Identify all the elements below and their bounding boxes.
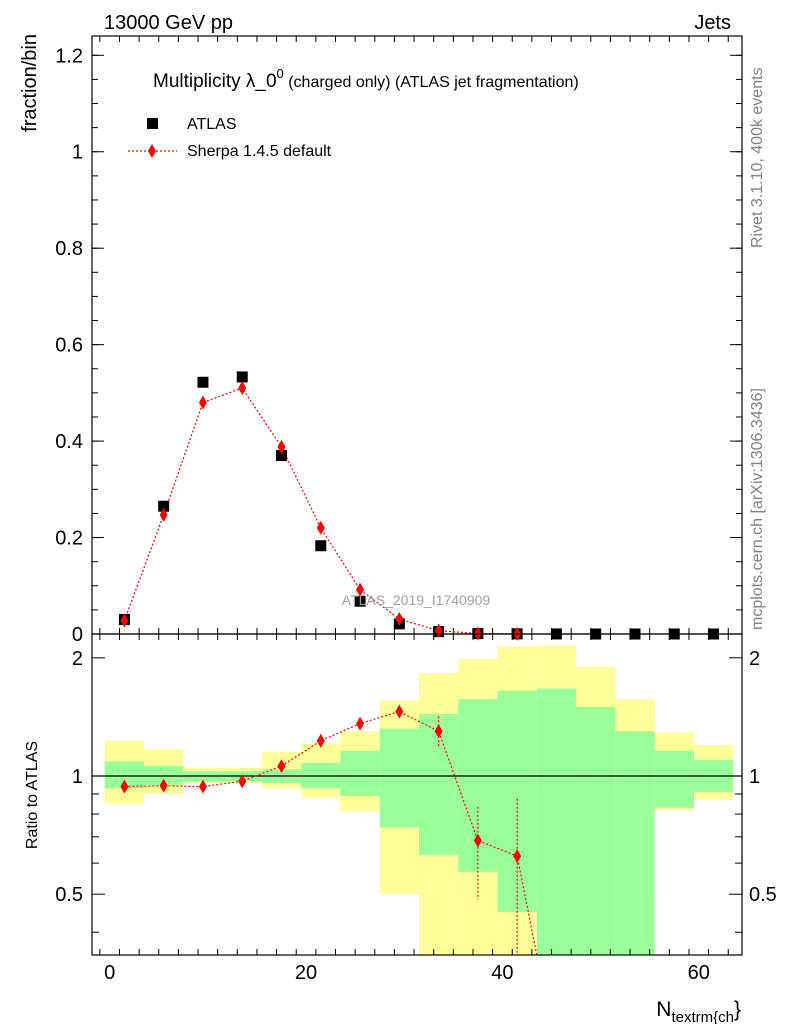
- header-process-label: Jets: [694, 12, 731, 34]
- stat-uncertainty-band: [340, 750, 380, 796]
- sherpa-point: [356, 582, 365, 597]
- sherpa-point: [277, 439, 286, 454]
- ratio-y-tick-label-right: 1: [749, 766, 760, 788]
- legend-sherpa-label: Sherpa 1.4.5 default: [187, 143, 332, 160]
- main-plot-title: Multiplicity λ_00 (charged only) (ATLAS …: [153, 66, 579, 92]
- main-y-tick-label: 0: [72, 624, 83, 646]
- main-y-tick-label: 1.2: [55, 45, 83, 67]
- atlas-point: [197, 376, 209, 388]
- ratio-y-axis-label: Ratio to ATLAS: [24, 741, 41, 849]
- sherpa-ratio-point: [316, 733, 325, 748]
- x-label-main: N: [656, 998, 671, 1021]
- sherpa-line: [123, 387, 518, 635]
- main-y-axis-label: fraction/bin: [19, 34, 41, 132]
- x-tick-label: 20: [295, 962, 317, 984]
- main-plot-panel: fraction/bin 0 0.2 0.4 0.6 0.8 1 1.2 ATLAS_201…: [19, 34, 742, 646]
- x-label-subscript: textrm{ch: [671, 1009, 734, 1024]
- sherpa-ratio-point: [356, 716, 365, 731]
- main-y-tick-label: 0.2: [55, 528, 83, 550]
- x-tick-label: 40: [491, 962, 513, 984]
- main-y-ticks: 0 0.2 0.4 0.6 0.8 1 1.2: [55, 45, 742, 646]
- atlas-point: [158, 500, 170, 512]
- title-superscript: 0: [277, 66, 284, 81]
- stat-uncertainty-band: [379, 728, 419, 828]
- atlas-point: [236, 371, 248, 383]
- atlas-point: [276, 450, 288, 462]
- legend-atlas-marker: [147, 118, 158, 129]
- sherpa-ratio-point: [198, 779, 207, 794]
- stat-uncertainty-band: [576, 706, 616, 955]
- sherpa-point: [120, 613, 129, 628]
- sherpa-ratio-point: [159, 778, 168, 793]
- sherpa-point: [198, 395, 207, 410]
- ratio-y-tick-label: 2: [72, 648, 83, 670]
- stat-uncertainty-band: [536, 688, 577, 955]
- legend-atlas-label: ATLAS: [187, 116, 237, 133]
- sherpa-point: [316, 520, 325, 535]
- ratio-plot-panel: 0.5 0.5 1 1 2 2 0 20 40 60 Ratio to ATLAS Ntextr…: [24, 634, 777, 1024]
- sherpa-point: [395, 612, 404, 627]
- x-tick-label: 0: [104, 962, 115, 984]
- stat-uncertainty-band: [654, 750, 694, 808]
- ratio-y-ticks: 0.5 0.5 1 1 2 2: [55, 648, 777, 933]
- main-y-tick-label: 0.4: [55, 431, 83, 453]
- legend-sherpa-marker: [148, 144, 156, 158]
- mcplots-reference-label: mcplots.cern.ch [arXiv:1306.3436]: [749, 388, 766, 630]
- ratio-plot-frame: [91, 633, 743, 956]
- sherpa-ratio-point: [277, 759, 286, 774]
- sherpa-ratio-point: [395, 704, 404, 719]
- atlas-point: [354, 595, 366, 607]
- ratio-y-tick-label-right: 0.5: [749, 884, 777, 906]
- legend: ATLAS Sherpa 1.4.5 default: [128, 116, 332, 160]
- stat-uncertainty-band: [615, 731, 655, 955]
- sherpa-ratio-point: [120, 779, 129, 794]
- ratio-uncertainty-bands: [104, 645, 734, 955]
- title-main-text: Multiplicity λ_0: [153, 71, 277, 92]
- sherpa-ratio-point: [473, 833, 482, 848]
- main-y-tick-label: 1: [72, 142, 83, 164]
- sherpa-ratio-line: [124, 710, 538, 956]
- analysis-watermark: ATLAS_2019_I1740909: [342, 592, 491, 608]
- x-label-close: }: [734, 998, 741, 1021]
- ratio-data-layer: [120, 704, 538, 956]
- ratio-x-axis-label: Ntextrm{ch}: [656, 998, 741, 1024]
- ratio-x-ticks: 0 20 40 60: [99, 634, 729, 984]
- rivet-version-label: Rivet 3.1.10, 400k events: [749, 67, 766, 248]
- title-rest-text: (charged only) (ATLAS jet fragmentation): [284, 74, 579, 91]
- sherpa-point: [159, 507, 168, 522]
- atlas-point: [315, 540, 327, 552]
- sherpa-ratio-point: [238, 774, 247, 789]
- ratio-y-tick-label: 1: [72, 766, 83, 788]
- ratio-y-tick-label-right: 2: [749, 648, 760, 670]
- main-y-tick-label: 0.6: [55, 335, 83, 357]
- ratio-y-tick-label: 0.5: [55, 884, 83, 906]
- sherpa-ratio-point: [434, 724, 443, 739]
- header-energy-label: 13000 GeV pp: [104, 12, 233, 34]
- sherpa-point: [238, 381, 247, 396]
- sherpa-ratio-point: [513, 849, 522, 864]
- x-tick-label: 60: [688, 962, 710, 984]
- main-y-tick-label: 0.8: [55, 238, 83, 260]
